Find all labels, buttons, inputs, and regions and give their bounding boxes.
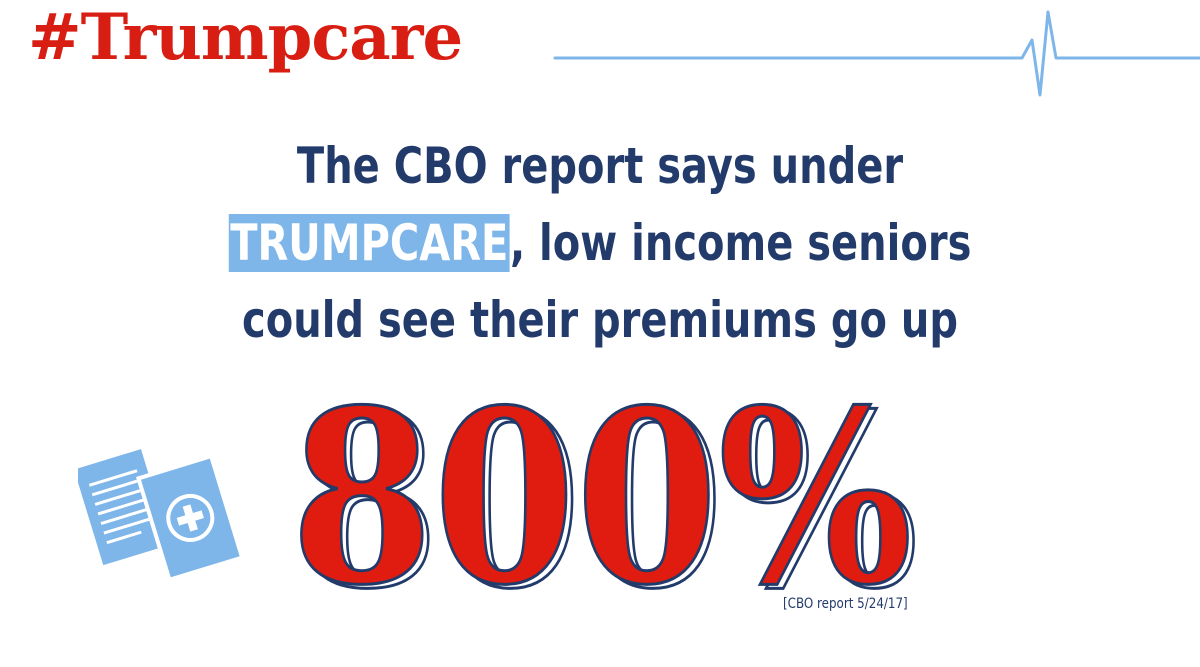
headline-line-1: The CBO report says under: [296, 137, 904, 195]
percentage-stat: 800% 800%: [86, 359, 1118, 638]
headline-line-2-rest: , low income seniors: [509, 214, 972, 272]
percentage-stat-value: 800%: [290, 359, 914, 638]
source-citation: [CBO report 5/24/17]: [783, 596, 908, 612]
heartbeat-pulse-icon: [553, 10, 1200, 97]
hashtag-title: #Trumpcare: [28, 0, 463, 75]
headline-line-3: could see their premiums go up: [242, 291, 958, 349]
percentage-stat-shadow: 800%: [296, 363, 920, 642]
headline-line-2: TRUMPCARE, low income seniors: [120, 205, 1080, 282]
medical-documents-icon: [78, 449, 245, 583]
trumpcare-highlight: TRUMPCARE: [228, 214, 510, 272]
headline: The CBO report says under TRUMPCARE, low…: [120, 128, 1080, 359]
